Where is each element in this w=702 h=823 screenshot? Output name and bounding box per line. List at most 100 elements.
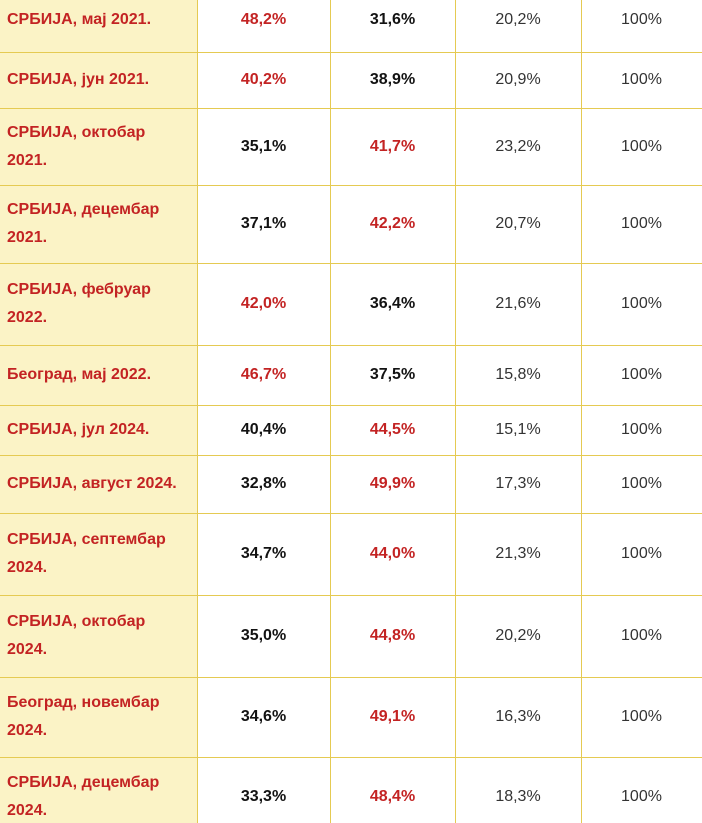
total-cell: 100% bbox=[580, 756, 702, 823]
value1-cell: 40,4% bbox=[196, 404, 331, 456]
value2-cell: 42,2% bbox=[329, 184, 456, 264]
total-text: 100% bbox=[621, 71, 662, 88]
row-label-cell: СРБИЈА, децембар 2024. bbox=[0, 756, 198, 823]
row-label: СРБИЈА, фебруар 2022. bbox=[7, 281, 151, 326]
value2-text: 44,8% bbox=[369, 627, 416, 644]
value3-text: 20,2% bbox=[495, 627, 541, 644]
row-label: СРБИЈА, октобар 2024. bbox=[7, 613, 146, 658]
value1-text: 46,7% bbox=[240, 366, 287, 383]
value1-text: 32,8% bbox=[240, 475, 287, 492]
total-text: 100% bbox=[621, 137, 662, 155]
value3-text: 20,7% bbox=[495, 215, 541, 232]
value1-cell: 46,7% bbox=[196, 344, 331, 406]
value1-text: 34,6% bbox=[240, 708, 287, 725]
value1-text: 37,1% bbox=[240, 215, 287, 232]
table-row: СРБИЈА, јун 2021. 40,2% 38,9% 20,9% 100% bbox=[0, 51, 702, 109]
row-label-cell: СРБИЈА, јул 2024. bbox=[0, 404, 198, 456]
value1-cell: 34,6% bbox=[196, 676, 331, 758]
total-text: 100% bbox=[621, 475, 662, 492]
total-cell: 100% bbox=[580, 512, 702, 596]
value2-cell: 49,9% bbox=[329, 454, 456, 514]
total-text: 100% bbox=[621, 545, 662, 562]
row-label: СРБИЈА, септембар 2024. bbox=[7, 531, 166, 576]
row-label: СРБИЈА, децембар 2024. bbox=[7, 774, 160, 819]
value2-cell: 36,4% bbox=[329, 262, 456, 346]
row-label-cell: СРБИЈА, јун 2021. bbox=[0, 51, 198, 109]
table-row: СРБИЈА, децембар 2024. 33,3% 48,4% 18,3%… bbox=[0, 756, 702, 823]
row-label-cell: СРБИЈА, септембар 2024. bbox=[0, 512, 198, 596]
value1-cell: 32,8% bbox=[196, 454, 331, 514]
value1-cell: 37,1% bbox=[196, 184, 331, 264]
value2-cell: 41,7% bbox=[329, 107, 456, 186]
value1-text: 33,3% bbox=[240, 788, 287, 805]
table-row: СРБИЈА, октобар 2021. 35,1% 41,7% 23,2% … bbox=[0, 107, 702, 186]
value3-text: 16,3% bbox=[495, 708, 541, 725]
row-label-cell: СРБИЈА, децембар 2021. bbox=[0, 184, 198, 264]
total-cell: 100% bbox=[580, 454, 702, 514]
value2-cell: 49,1% bbox=[329, 676, 456, 758]
value1-text: 40,4% bbox=[240, 421, 287, 438]
total-cell: 100% bbox=[580, 0, 702, 53]
total-text: 100% bbox=[621, 215, 662, 232]
value2-cell: 48,4% bbox=[329, 756, 456, 823]
row-label-cell: СРБИЈА, мај 2021. bbox=[0, 0, 198, 53]
total-cell: 100% bbox=[580, 594, 702, 678]
value3-text: 23,2% bbox=[495, 137, 541, 155]
row-label: СРБИЈА, октобар 2021. bbox=[7, 123, 146, 169]
total-text: 100% bbox=[621, 10, 662, 28]
row-label: СРБИЈА, јун 2021. bbox=[7, 71, 150, 88]
row-label-cell: СРБИЈА, октобар 2021. bbox=[0, 107, 198, 186]
total-cell: 100% bbox=[580, 344, 702, 406]
table-row: СРБИЈА, септембар 2024. 34,7% 44,0% 21,3… bbox=[0, 512, 702, 596]
value3-cell: 21,3% bbox=[454, 512, 582, 596]
row-label: СРБИЈА, август 2024. bbox=[7, 475, 177, 492]
value2-text: 49,1% bbox=[369, 708, 416, 725]
value3-text: 18,3% bbox=[495, 788, 541, 805]
value3-cell: 15,1% bbox=[454, 404, 582, 456]
value3-cell: 20,9% bbox=[454, 51, 582, 109]
table-row: СРБИЈА, јул 2024. 40,4% 44,5% 15,1% 100% bbox=[0, 404, 702, 456]
value2-text: 31,6% bbox=[369, 10, 416, 28]
row-label: Београд, мај 2022. bbox=[7, 366, 152, 383]
table-row: СРБИЈА, мај 2021. 48,2% 31,6% 20,2% 100% bbox=[0, 0, 702, 53]
value3-cell: 20,2% bbox=[454, 594, 582, 678]
value3-text: 21,6% bbox=[495, 295, 541, 312]
value3-cell: 15,8% bbox=[454, 344, 582, 406]
row-label: СРБИЈА, јул 2024. bbox=[7, 421, 150, 438]
total-cell: 100% bbox=[580, 676, 702, 758]
value2-text: 38,9% bbox=[369, 71, 416, 88]
total-cell: 100% bbox=[580, 262, 702, 346]
value3-cell: 18,3% bbox=[454, 756, 582, 823]
value2-text: 49,9% bbox=[369, 475, 416, 492]
value1-text: 40,2% bbox=[240, 71, 287, 88]
row-label-cell: СРБИЈА, октобар 2024. bbox=[0, 594, 198, 678]
value2-cell: 38,9% bbox=[329, 51, 456, 109]
table-row: СРБИЈА, децембар 2021. 37,1% 42,2% 20,7%… bbox=[0, 184, 702, 264]
value3-text: 21,3% bbox=[495, 545, 541, 562]
total-cell: 100% bbox=[580, 404, 702, 456]
value1-cell: 33,3% bbox=[196, 756, 331, 823]
value2-text: 44,5% bbox=[369, 421, 416, 438]
total-cell: 100% bbox=[580, 184, 702, 264]
value2-cell: 44,5% bbox=[329, 404, 456, 456]
row-label-cell: СРБИЈА, август 2024. bbox=[0, 454, 198, 514]
value1-cell: 35,0% bbox=[196, 594, 331, 678]
value3-cell: 20,2% bbox=[454, 0, 582, 53]
row-label: СРБИЈА, мај 2021. bbox=[7, 10, 152, 28]
value3-cell: 23,2% bbox=[454, 107, 582, 186]
total-text: 100% bbox=[621, 627, 662, 644]
value1-cell: 34,7% bbox=[196, 512, 331, 596]
value3-cell: 17,3% bbox=[454, 454, 582, 514]
value3-text: 20,2% bbox=[495, 10, 541, 28]
table-row: Београд, новембар 2024. 34,6% 49,1% 16,3… bbox=[0, 676, 702, 758]
value3-text: 17,3% bbox=[495, 475, 541, 492]
value3-cell: 21,6% bbox=[454, 262, 582, 346]
value1-cell: 42,0% bbox=[196, 262, 331, 346]
value2-cell: 44,0% bbox=[329, 512, 456, 596]
value3-text: 15,8% bbox=[495, 366, 541, 383]
value1-cell: 40,2% bbox=[196, 51, 331, 109]
total-cell: 100% bbox=[580, 107, 702, 186]
